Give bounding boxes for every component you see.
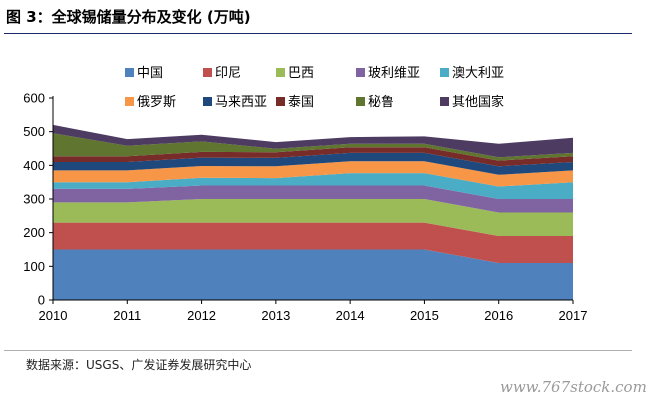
legend-item-4: 澳大利亚 xyxy=(440,65,504,81)
series-area-8 xyxy=(53,133,573,161)
y-tick-label: 600 xyxy=(23,91,45,106)
legend-item-0: 中国 xyxy=(125,66,163,81)
legend-swatch xyxy=(276,68,285,77)
legend-label: 印尼 xyxy=(215,66,241,81)
legend-swatch xyxy=(203,97,212,106)
y-tick-label: 400 xyxy=(23,158,45,173)
y-tick-label: 200 xyxy=(23,225,45,240)
series-area-5 xyxy=(53,161,573,187)
data-source-note: 数据来源：USGS、广发证券发展研究中心 xyxy=(26,358,252,372)
legend-label: 俄罗斯 xyxy=(137,95,176,110)
legend-swatch xyxy=(203,68,212,77)
y-tick-label: 0 xyxy=(38,293,45,308)
x-tick-label: 2010 xyxy=(39,308,68,323)
legend-item-7: 泰国 xyxy=(276,95,314,110)
x-tick-label: 2011 xyxy=(113,308,141,323)
legend-item-3: 玻利维亚 xyxy=(356,66,420,81)
legend-swatch xyxy=(276,97,285,106)
legend-swatch xyxy=(440,68,449,77)
source-divider xyxy=(4,350,632,351)
legend-label: 泰国 xyxy=(288,95,314,110)
figure-title: 图 3：全球锡储量分布及变化 (万吨) xyxy=(6,8,251,26)
legend-label: 秘鲁 xyxy=(368,95,394,110)
title-divider xyxy=(4,33,632,34)
y-tick-label: 300 xyxy=(23,192,45,207)
legend-label: 其他国家 xyxy=(452,94,504,110)
series-area-1 xyxy=(53,222,573,263)
x-tick-label: 2015 xyxy=(410,308,439,323)
legend-swatch xyxy=(440,97,449,106)
series-area-4 xyxy=(53,173,573,199)
legend-swatch xyxy=(125,97,134,106)
legend-label: 巴西 xyxy=(288,66,314,81)
legend-item-2: 巴西 xyxy=(276,66,314,81)
series-area-9 xyxy=(53,124,573,158)
chart-areas xyxy=(53,124,573,300)
legend-label: 马来西亚 xyxy=(215,95,267,110)
series-area-0 xyxy=(53,249,573,300)
chart-axes: 0 100 200 300 400 500 600 2010 2011 2012 2013 2014 2… xyxy=(23,91,587,324)
legend-label: 中国 xyxy=(137,66,163,81)
watermark: www.767stock.com xyxy=(500,378,647,396)
legend-label: 澳大利亚 xyxy=(452,65,504,81)
x-tick-label: 2013 xyxy=(261,308,290,323)
x-tick-label: 2016 xyxy=(484,308,513,323)
legend-item-6: 马来西亚 xyxy=(203,95,267,110)
legend-label: 玻利维亚 xyxy=(368,66,420,81)
x-tick-label: 2014 xyxy=(336,308,365,323)
x-tick-label: 2012 xyxy=(187,308,216,323)
legend-item-1: 印尼 xyxy=(203,66,241,81)
legend-swatch xyxy=(125,68,134,77)
y-tick-label: 500 xyxy=(23,124,45,139)
series-area-3 xyxy=(53,185,573,213)
series-area-2 xyxy=(53,199,573,236)
legend-item-8: 秘鲁 xyxy=(356,95,394,110)
legend-item-9: 其他国家 xyxy=(440,94,504,110)
y-tick-label: 100 xyxy=(23,259,45,274)
legend-swatch xyxy=(356,68,365,77)
series-area-6 xyxy=(53,152,573,175)
legend-item-5: 俄罗斯 xyxy=(125,95,176,110)
x-tick-label: 2017 xyxy=(559,308,588,323)
series-area-7 xyxy=(53,147,573,167)
legend-swatch xyxy=(356,97,365,106)
